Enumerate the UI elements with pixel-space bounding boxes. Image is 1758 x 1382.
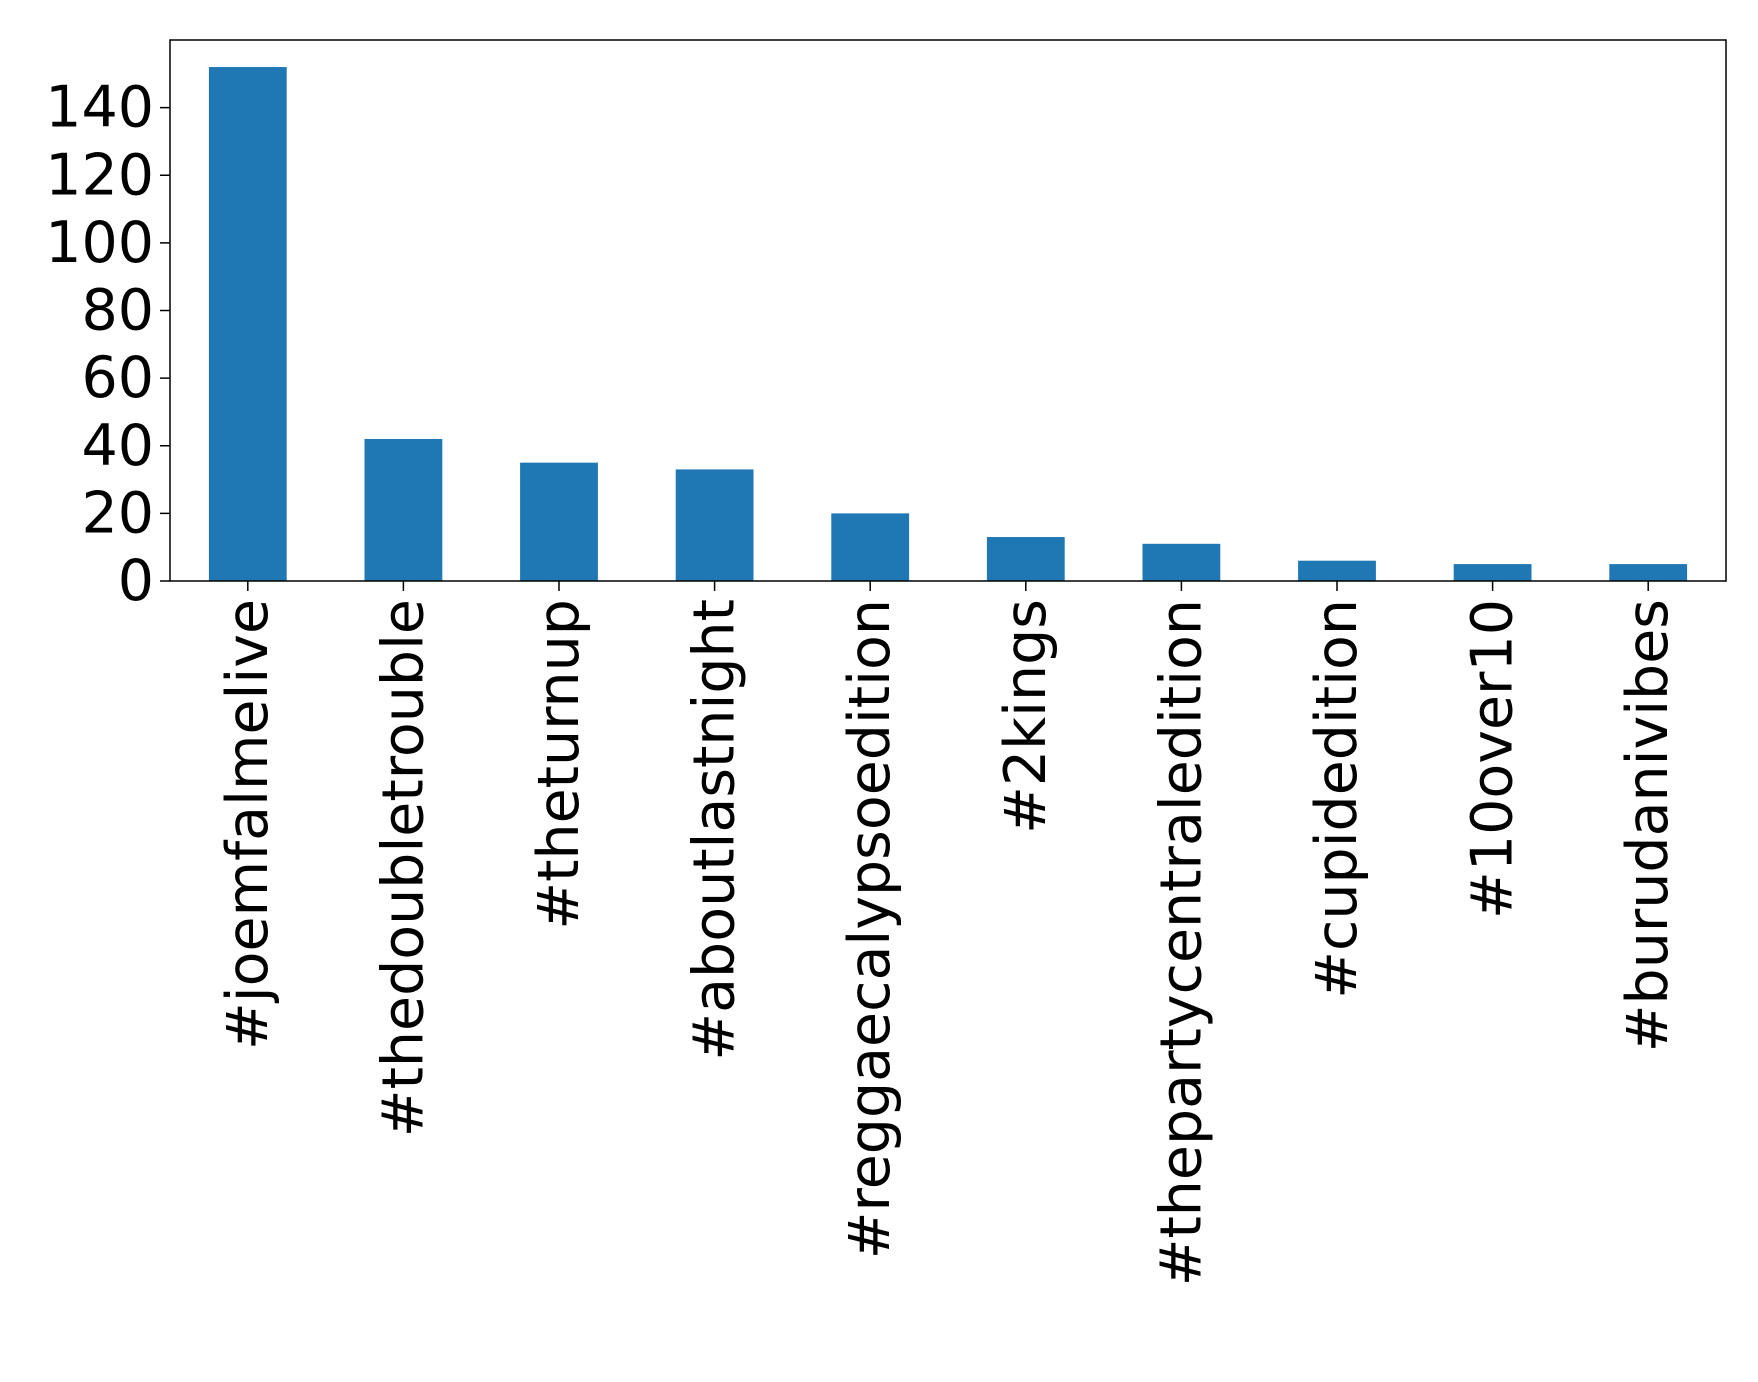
y-tick-label: 60: [81, 345, 154, 411]
x-tick-label: #thepartycentraledition: [1148, 599, 1214, 1286]
bar-reggaecalypsoedition: [831, 513, 910, 581]
bar-10over10: [1453, 564, 1532, 581]
bar-thepartycentraledition: [1142, 543, 1221, 581]
bars-group: [208, 67, 1688, 582]
y-tick-label: 140: [45, 75, 154, 141]
y-tick-label: 80: [81, 278, 154, 344]
y-tick-label: 20: [81, 480, 154, 546]
x-tick-label: #10over10: [1460, 599, 1526, 919]
bar-thedoubletrouble: [364, 438, 443, 581]
x-tick-label: #reggaecalypsoedition: [837, 599, 903, 1259]
y-tick-label: 0: [118, 548, 154, 614]
y-tick-label: 100: [45, 210, 154, 276]
bar-joemfalmelive: [208, 67, 287, 582]
x-tick-label: #cupidedition: [1304, 599, 1370, 999]
y-tick-label: 40: [81, 413, 154, 479]
y-tick-label: 120: [45, 142, 154, 208]
x-axis: #joemfalmelive #thedoubletrouble #theturnu…: [215, 581, 1681, 1286]
x-tick-label: #thedoubletrouble: [370, 599, 436, 1137]
bar-aboutlastnight: [675, 469, 754, 581]
x-tick-label: #2kings: [993, 599, 1059, 834]
x-tick-label: #burudanivibes: [1615, 599, 1681, 1052]
bar-burudanivibes: [1609, 564, 1688, 581]
bar-theturnup: [520, 462, 598, 581]
bar-2kings: [986, 537, 1065, 581]
x-tick-label: #aboutlastnight: [682, 599, 748, 1061]
plot-area-frame: [169, 39, 1727, 582]
x-tick-label: #theturnup: [526, 599, 592, 930]
x-tick-label: #joemfalmelive: [215, 599, 281, 1050]
bar-cupidedition: [1298, 560, 1376, 581]
